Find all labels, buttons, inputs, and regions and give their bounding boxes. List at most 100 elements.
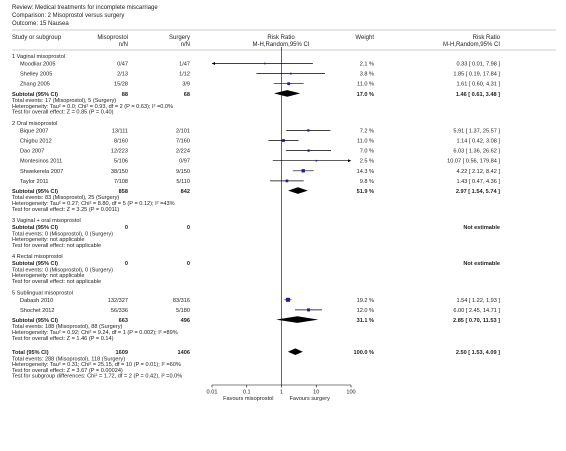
study-name: Chigbu 2012 bbox=[20, 139, 52, 145]
subgroup-note: Total events: 0 (Misoprostol), 0 (Surger… bbox=[12, 267, 113, 273]
col-rr2-sub: M-H,Random,95% CI bbox=[443, 42, 500, 48]
subgroup-note: Test for overall effect: Z = 1.46 (P = 0… bbox=[12, 336, 114, 342]
study-miso-events: 8/160 bbox=[114, 139, 128, 145]
x-tick-label: 0.01 bbox=[207, 390, 218, 396]
study-risk-ratio: 6.03 [ 1.36, 26.62 ] bbox=[453, 149, 500, 155]
study-weight: 19.2 % bbox=[357, 298, 374, 304]
total-note: Test for overall effect: Z = 3.67 (P = 0… bbox=[12, 368, 123, 374]
subgroup-note: Total events: 188 (Misoprostol), 88 (Sur… bbox=[12, 324, 123, 330]
study-surg-events: 3/9 bbox=[182, 82, 190, 88]
subgroup-note: Total events: 0 (Misoprostol), 0 (Surger… bbox=[12, 231, 113, 237]
subtotal-miso-n: 0 bbox=[125, 225, 128, 231]
subgroup-title: 3 Vaginal + oral misoprostol bbox=[12, 218, 81, 224]
study-surg-events: 2/224 bbox=[176, 149, 190, 155]
study-weight: 12.0 % bbox=[357, 308, 374, 314]
subgroup-title: 1 Vaginal misoprostol bbox=[12, 54, 65, 60]
subtotal-miso-n: 0 bbox=[125, 261, 128, 267]
study-point bbox=[307, 129, 310, 132]
study-risk-ratio: 1.85 [ 0.19, 17.84 ] bbox=[453, 72, 500, 78]
study-miso-events: 12/223 bbox=[111, 149, 128, 155]
study-risk-ratio: 1.54 [ 1.22, 1.93 ] bbox=[456, 298, 500, 304]
study-name: Dabash 2010 bbox=[20, 298, 53, 304]
total-risk-ratio: 2.50 [ 1.53, 4.09 ] bbox=[456, 350, 500, 356]
study-miso-events: 0/47 bbox=[117, 62, 128, 68]
study-weight: 9.8 % bbox=[360, 179, 374, 185]
col-surg-header: Surgery bbox=[169, 35, 190, 41]
subgroup-note: Total events: 83 (Misoprostol), 25 (Surg… bbox=[12, 195, 119, 201]
study-risk-ratio: 1.61 [ 0.60, 4.31 ] bbox=[456, 82, 500, 88]
total-surg-n: 1406 bbox=[178, 350, 190, 356]
subtotal-surg-n: 842 bbox=[181, 189, 190, 195]
study-name: Shwekerela 2007 bbox=[20, 169, 63, 175]
favours-left-label: Favours misoprostol bbox=[223, 396, 273, 402]
study-miso-events: 132/327 bbox=[108, 298, 128, 304]
subtotal-label: Subtotal (95% CI) bbox=[12, 261, 58, 267]
subgroup-note: Total events: 17 (Misoprostol), 5 (Surge… bbox=[12, 98, 116, 104]
subgroup-title: 4 Rectal misoprostol bbox=[12, 254, 63, 260]
subgroup-note: Heterogeneity: Tau² = 0.0; Chi² = 0.93, … bbox=[12, 104, 173, 110]
total-note: Total events: 288 (Misoprostol), 118 (Su… bbox=[12, 356, 125, 362]
study-point bbox=[282, 139, 285, 142]
study-name: Zhang 2005 bbox=[20, 82, 50, 88]
study-miso-events: 56/336 bbox=[111, 308, 128, 314]
total-weight: 100.0 % bbox=[353, 350, 374, 356]
subtotal-miso-n: 858 bbox=[119, 189, 128, 195]
subgroup-note: Test for overall effect: not applicable bbox=[12, 243, 101, 249]
study-miso-events: 13/111 bbox=[112, 128, 128, 134]
study-surg-events: 83/316 bbox=[173, 298, 190, 304]
study-point bbox=[315, 159, 318, 162]
subtotal-surg-n: 68 bbox=[184, 92, 190, 98]
study-weight: 7.2 % bbox=[360, 128, 374, 134]
forest-axis: 0.01 0.1 1 10 100 Favours misoprostol Favours … bbox=[207, 47, 356, 402]
study-risk-ratio: 6.00 [ 2.45, 14.71 ] bbox=[453, 308, 500, 314]
study-surg-events: 5/110 bbox=[176, 179, 190, 185]
subgroup-note: Heterogeneity: Tau² = 0.27; Chi² = 8.80,… bbox=[12, 201, 175, 207]
forest-rows: 1 Vaginal misoprostol Moodliar 2005 0/47 1/… bbox=[12, 54, 500, 380]
x-tick-label: 10 bbox=[313, 390, 319, 396]
study-point bbox=[263, 62, 266, 65]
study-weight: 14.3 % bbox=[357, 169, 374, 175]
col-weight-header: Weight bbox=[355, 35, 374, 41]
subgroup-note: Heterogeneity: Tau² = 0.92; Chi² = 9.24,… bbox=[12, 330, 178, 336]
total-miso-n: 1609 bbox=[116, 350, 128, 356]
study-point bbox=[285, 179, 289, 183]
favours-right-label: Favours surgery bbox=[290, 396, 331, 402]
subtotal-label: Subtotal (95% CI) bbox=[12, 225, 58, 231]
total-label: Total (95% CI) bbox=[12, 350, 49, 356]
col-surg-sub: n/N bbox=[181, 42, 190, 48]
col-miso-sub: n/N bbox=[119, 42, 128, 48]
study-ci-arrow-left bbox=[212, 62, 215, 65]
study-risk-ratio: 0.33 [ 0.01, 7.98 ] bbox=[456, 62, 500, 68]
study-surg-events: 2/101 bbox=[176, 128, 190, 134]
study-name: Shelley 2005 bbox=[20, 72, 52, 78]
study-surg-events: 7/160 bbox=[176, 139, 190, 145]
study-surg-events: 9/150 bbox=[176, 169, 190, 175]
subtotal-weight: 51.9 % bbox=[357, 189, 374, 195]
study-miso-events: 15/28 bbox=[114, 82, 128, 88]
subtotal-risk-ratio: Not estimable bbox=[463, 225, 500, 231]
x-tick-label: 100 bbox=[346, 390, 355, 396]
subtotal-risk-ratio: 2.97 [ 1.54, 5.74 ] bbox=[456, 189, 500, 195]
col-rr-sub: M-H,Random,95% CI bbox=[252, 42, 309, 48]
study-miso-events: 38/150 bbox=[111, 169, 128, 175]
study-risk-ratio: 4.22 [ 2.12, 8.42 ] bbox=[456, 169, 500, 175]
outcome-title: Outcome: 15 Nausea bbox=[12, 21, 69, 27]
study-miso-events: 2/13 bbox=[117, 72, 128, 78]
study-point bbox=[287, 82, 291, 86]
subtotal-diamond bbox=[288, 187, 308, 194]
total-diamond bbox=[287, 348, 303, 355]
subgroup-title: 2 Oral misoprostol bbox=[12, 121, 57, 127]
study-name: Dao 2007 bbox=[20, 149, 44, 155]
subtotal-surg-n: 496 bbox=[181, 318, 190, 324]
study-miso-events: 5/106 bbox=[114, 159, 128, 165]
study-risk-ratio: 1.14 [ 0.42, 3.08 ] bbox=[456, 139, 500, 145]
total-note: Test for subgroup differences: Chi² = 1.… bbox=[12, 374, 182, 380]
subgroup-note: Test for overall effect: not applicable bbox=[12, 279, 101, 285]
x-tick-label: 1 bbox=[280, 390, 283, 396]
study-ci-arrow-right bbox=[348, 159, 351, 163]
review-title: Review: Medical treatments for incomplet… bbox=[12, 5, 158, 11]
study-weight: 7.0 % bbox=[360, 149, 374, 155]
subtotal-diamond bbox=[276, 316, 319, 323]
study-weight: 3.8 % bbox=[360, 72, 374, 78]
